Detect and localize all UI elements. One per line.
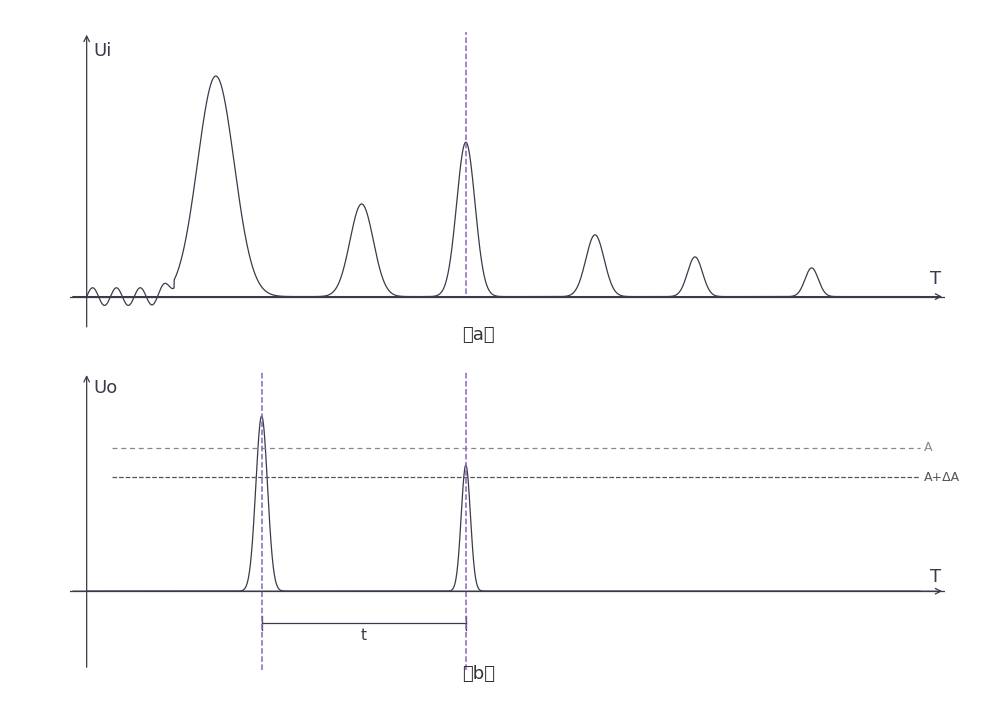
Text: （b）: （b） [462,665,495,683]
Text: Uo: Uo [93,379,118,397]
Text: t: t [361,628,367,643]
Text: T: T [930,568,941,586]
Text: A+ΔA: A+ΔA [924,471,960,484]
Text: A: A [924,441,933,454]
Text: T: T [930,270,941,288]
Text: Ui: Ui [93,43,112,60]
Text: （a）: （a） [462,326,495,345]
